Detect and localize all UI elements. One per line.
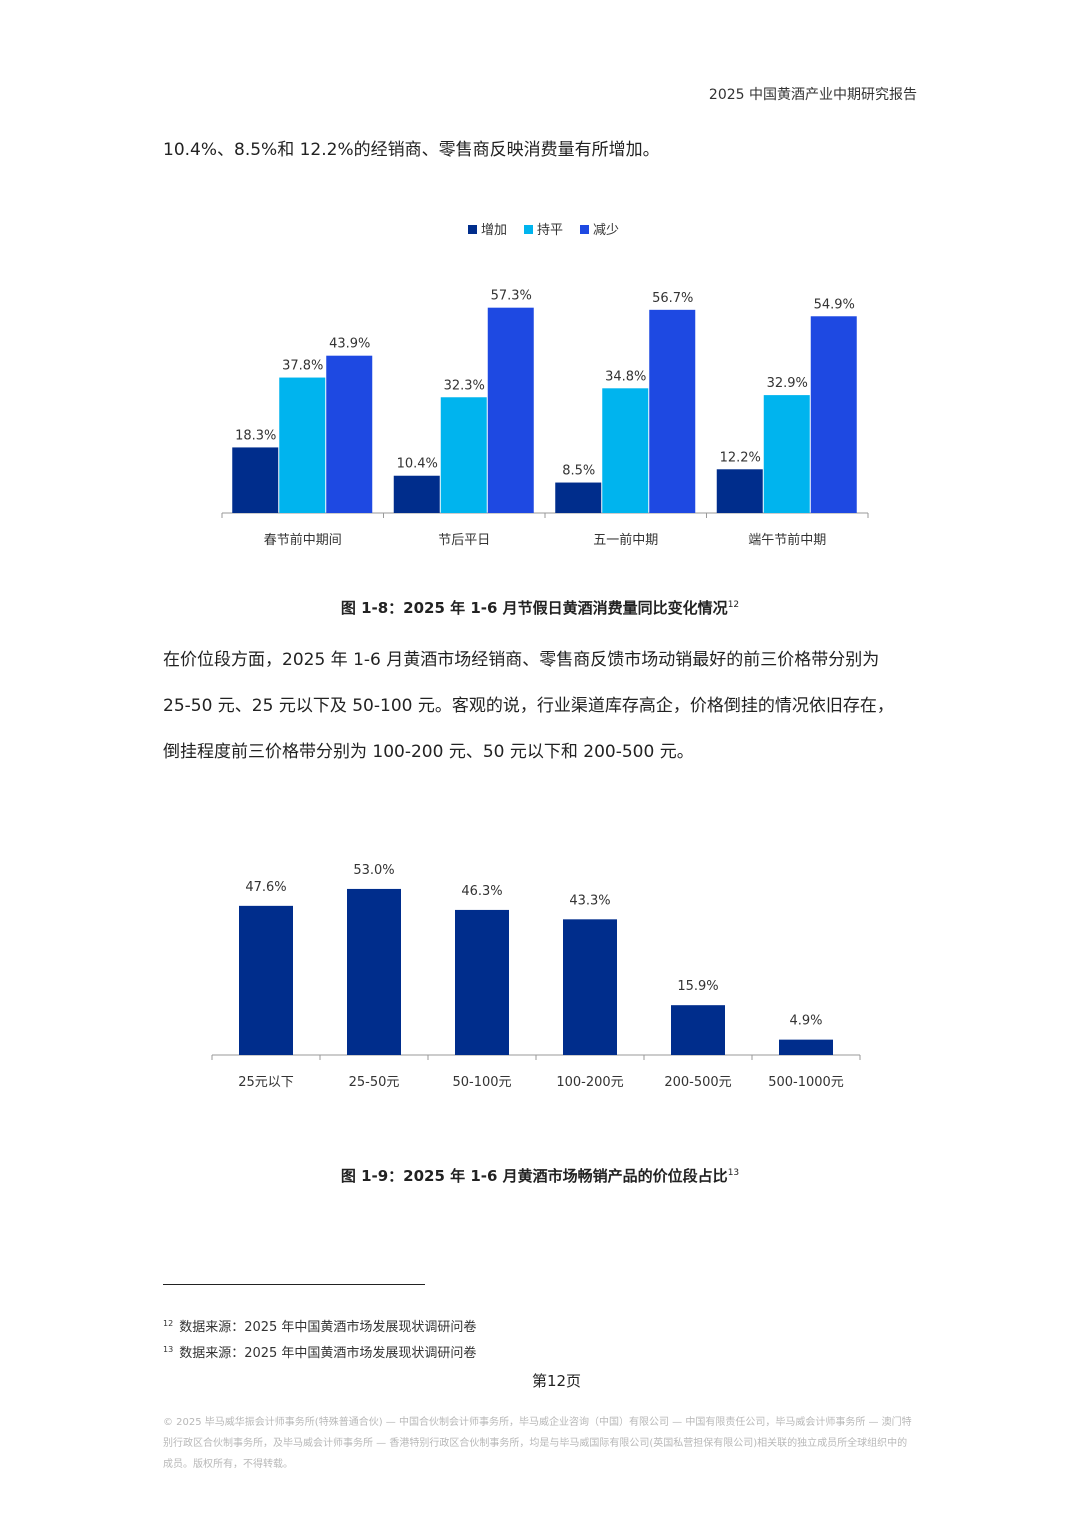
category-label: 500-1000元 xyxy=(768,1075,844,1090)
footnote-text: 数据来源：2025 年中国黄酒市场发展现状调研问卷 xyxy=(179,1320,477,1335)
data-label: 10.4% xyxy=(397,457,438,472)
bar-2-1 xyxy=(279,377,326,513)
legend-label-1: 增加 xyxy=(481,223,507,238)
data-label: 34.8% xyxy=(605,369,646,384)
report-header-title: 2025 中国黄酒产业中期研究报告 xyxy=(708,87,917,103)
footnote-13: 13 数据来源：2025 年中国黄酒市场发展现状调研问卷 xyxy=(163,1342,476,1361)
figure-1-8-caption-text: 图 1-8：2025 年 1-6 月节假日黄酒消费量同比变化情况 xyxy=(340,599,728,617)
figure-1-8-caption: 图 1-8：2025 年 1-6 月节假日黄酒消费量同比变化情况12 xyxy=(0,597,1080,618)
price-band-paragraph: 在价位段方面，2025 年 1-6 月黄酒市场经销商、零售商反馈市场动销最好的前… xyxy=(163,637,923,775)
holiday-consumption-chart: 增加 持平 减少 18.3% 37.8% 43.9% 春节前中期间 10.4% 32.3% 57.… xyxy=(221,223,869,548)
bar-5 xyxy=(671,1005,725,1055)
figure-1-9-caption: 图 1-9：2025 年 1-6 月黄酒市场畅销产品的价位段占比13 xyxy=(0,1165,1080,1186)
category-label: 端午节前中期 xyxy=(748,532,826,548)
category-label: 50-100元 xyxy=(452,1075,511,1090)
footnote-12: 12 数据来源：2025 年中国黄酒市场发展现状调研问卷 xyxy=(163,1316,476,1335)
footnote-text: 数据来源：2025 年中国黄酒市场发展现状调研问卷 xyxy=(179,1346,477,1361)
bar-3-4 xyxy=(810,316,857,513)
price-band-chart: 47.6% 25元以下 53.0% 25-50元 46.3% 50-100元 43.3% 10… xyxy=(211,863,861,1090)
legend-label-3: 减少 xyxy=(593,223,619,238)
paragraph-line-1: 在价位段方面，2025 年 1-6 月黄酒市场经销商、零售商反馈市场动销最好的前… xyxy=(163,650,880,670)
bar-4 xyxy=(563,919,617,1055)
intro-line: 10.4%、8.5%和 12.2%的经销商、零售商反映消费量有所增加。 xyxy=(163,140,660,160)
data-label: 4.9% xyxy=(789,1014,822,1029)
bar-1-4 xyxy=(716,469,763,513)
page-number: 第12页 xyxy=(531,1372,582,1390)
data-label: 56.7% xyxy=(652,291,693,306)
bar-1 xyxy=(239,905,293,1055)
data-label: 32.3% xyxy=(444,378,485,393)
data-label: 43.3% xyxy=(569,893,610,908)
bar-6 xyxy=(779,1039,833,1055)
data-label: 46.3% xyxy=(461,884,502,899)
bar-1-3 xyxy=(555,482,602,513)
category-label: 200-500元 xyxy=(664,1075,731,1090)
bar-3 xyxy=(455,909,509,1055)
data-label: 43.9% xyxy=(329,337,370,352)
category-label: 节后平日 xyxy=(438,533,490,548)
bar-3-1 xyxy=(326,355,373,513)
bar-3-3 xyxy=(649,309,696,513)
category-label: 五一前中期 xyxy=(593,532,658,548)
footnote-number: 13 xyxy=(163,1344,174,1354)
figure-1-9-caption-text: 图 1-9：2025 年 1-6 月黄酒市场畅销产品的价位段占比 xyxy=(340,1167,728,1185)
category-label: 25元以下 xyxy=(238,1075,294,1090)
bar-2 xyxy=(347,888,401,1055)
data-label: 53.0% xyxy=(353,863,394,878)
category-label: 春节前中期间 xyxy=(264,532,342,548)
copyright-notice: © 2025 毕马威华振会计师事务所(特殊普通合伙) — 中国合伙制会计师事务所… xyxy=(163,1417,912,1470)
bar-2-2 xyxy=(440,397,487,513)
data-label: 15.9% xyxy=(677,979,718,994)
legend-label-2: 持平 xyxy=(537,223,563,238)
bar-1-2 xyxy=(393,475,440,513)
footnote-ref-13[interactable]: 13 xyxy=(727,1168,740,1178)
legend-swatch-2 xyxy=(524,225,533,234)
data-label: 54.9% xyxy=(814,297,855,312)
bar-3-2 xyxy=(487,307,534,513)
data-label: 57.3% xyxy=(491,289,532,304)
category-label: 100-200元 xyxy=(556,1075,623,1090)
data-label: 47.6% xyxy=(245,880,286,895)
bar-2-3 xyxy=(602,388,649,513)
category-label: 25-50元 xyxy=(349,1075,400,1090)
footnote-number: 12 xyxy=(163,1318,174,1328)
footnote-divider xyxy=(163,1284,425,1285)
legend-swatch-1 xyxy=(468,225,477,234)
data-label: 37.8% xyxy=(282,359,323,374)
footnote-ref-12[interactable]: 12 xyxy=(727,600,740,610)
data-label: 12.2% xyxy=(720,450,761,465)
data-label: 18.3% xyxy=(235,428,276,443)
paragraph-line-3: 倒挂程度前三价格带分别为 100-200 元、50 元以下和 200-500 元… xyxy=(163,742,694,762)
data-label: 32.9% xyxy=(767,376,808,391)
legend-swatch-3 xyxy=(580,225,589,234)
bar-1-1 xyxy=(232,447,279,513)
bar-2-4 xyxy=(763,395,810,513)
paragraph-line-2: 25-50 元、25 元以下及 50-100 元。客观的说，行业渠道库存高企，价… xyxy=(163,696,894,716)
data-label: 8.5% xyxy=(562,464,595,479)
